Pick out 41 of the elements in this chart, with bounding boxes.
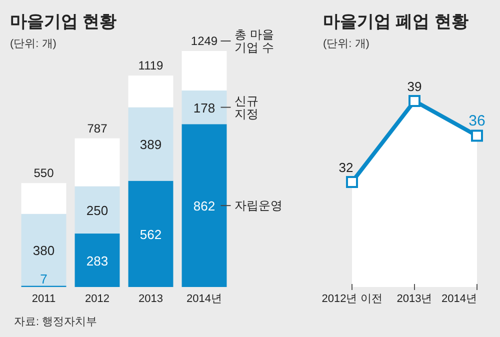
x-tick-label: 2012년 이전: [322, 293, 382, 305]
total-label: 787: [87, 121, 108, 136]
bar: [74, 186, 120, 234]
text: 자료: 행정자치부: [14, 316, 98, 328]
x-tick-label: 2011: [32, 293, 56, 305]
total-label: 550: [34, 166, 54, 180]
total-label: 1119: [138, 58, 164, 73]
series-label: 신규 지정: [234, 94, 259, 121]
data-label: 283: [86, 253, 108, 268]
x-tick-label: 2014년: [186, 293, 222, 305]
x-tick-label: 2012: [85, 293, 110, 305]
series-label: 자립운영: [234, 198, 283, 213]
bar: [182, 51, 227, 90]
chart-title: 마을기업 현황: [10, 12, 117, 31]
bar: [74, 138, 120, 186]
data-label: 389: [140, 137, 162, 152]
data-label: 562: [140, 226, 162, 242]
data-label: 178: [193, 100, 216, 116]
bar: [128, 180, 174, 287]
data-label: 32: [338, 160, 354, 175]
chart-subtitle: (단위: 개): [10, 38, 56, 50]
bar: [182, 90, 227, 124]
chart-subtitle: (단위: 개): [323, 38, 370, 50]
data-label: 36: [468, 112, 486, 130]
series-label: 총 마을 기업 수: [234, 28, 274, 54]
bar: [182, 124, 227, 287]
chart-title: 마을기업 폐업 현황: [323, 12, 468, 31]
x-tick-label: 2013: [138, 293, 163, 305]
data-label: 862: [193, 198, 216, 214]
bar: [74, 234, 120, 287]
total-label: 1249: [190, 34, 218, 48]
x-tick-label: 2014년: [442, 293, 477, 305]
data-label: 250: [86, 202, 108, 218]
x-tick-label: 2013년: [396, 293, 432, 305]
data-label: 7: [40, 272, 48, 287]
bar: [21, 183, 66, 214]
data-label: 380: [32, 242, 55, 258]
bar: [128, 76, 174, 108]
bar: [21, 214, 66, 286]
bar: [128, 107, 174, 181]
data-label: 39: [407, 79, 422, 94]
